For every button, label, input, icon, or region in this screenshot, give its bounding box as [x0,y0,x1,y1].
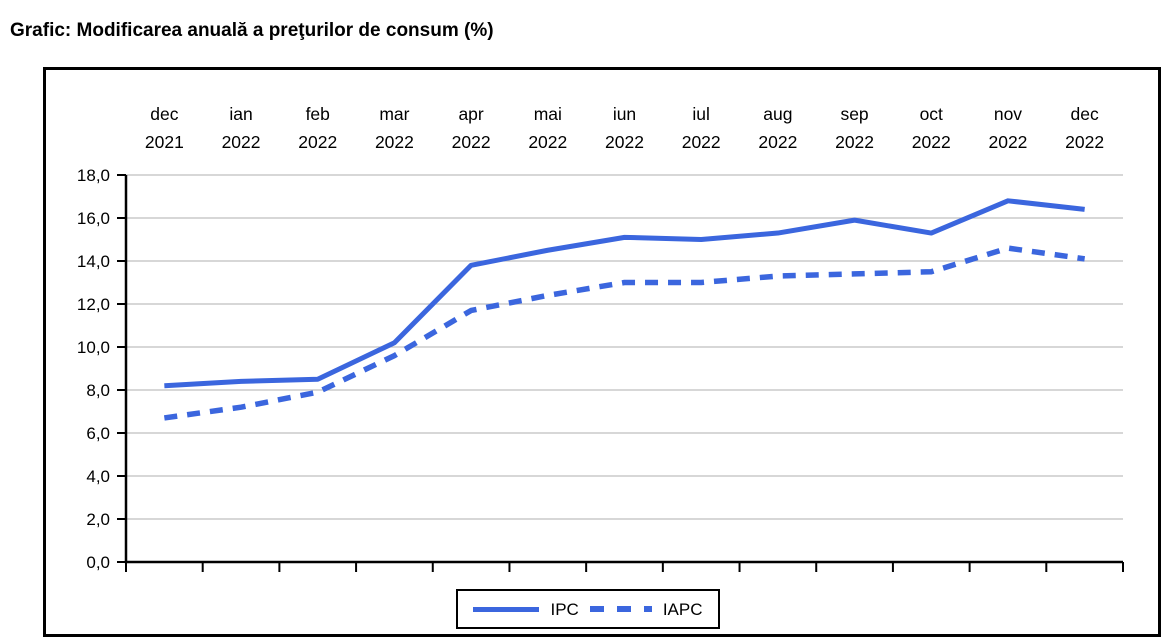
y-axis-label: 8,0 [86,381,110,400]
chart-legend: IPC IAPC [456,589,720,629]
legend-iapc-dash [616,606,631,612]
x-axis-label-month: ian [229,104,252,124]
chart-svg: 0,0 2,0 4,0 6,0 8,0 10,0 12,0 14,0 16,0 18,0 dec 20… [77,104,1124,572]
series-line-ipc [164,198,1085,389]
legend-iapc-label: IAPC [662,599,703,619]
x-axis-label-year: 2022 [298,132,337,152]
x-axis-label-month: iun [613,104,636,124]
chart-frame: 0,0 2,0 4,0 6,0 8,0 10,0 12,0 14,0 16,0 18,0 dec 20… [43,67,1161,637]
x-axis-label-year: 2022 [605,132,644,152]
chart-title: Grafic: Modificarea anuală a preţurilor … [10,20,494,41]
x-axis-label-month: apr [458,104,483,124]
y-axis-label: 6,0 [86,424,110,443]
x-axis-label-month: feb [306,104,330,124]
x-axis-label-month: mai [534,104,562,124]
x-axis-label-year: 2022 [375,132,414,152]
x-axis-label-month: mar [379,104,409,124]
x-axis-label-month: iul [692,104,710,124]
x-axis-label-year: 2021 [145,132,184,152]
y-axis-label: 2,0 [86,510,110,529]
x-axis-label-year: 2022 [528,132,567,152]
x-axis-label-year: 2022 [835,132,874,152]
x-axis-label-year: 2022 [912,132,951,152]
y-axis-label: 4,0 [86,467,110,486]
y-axis-label: 18,0 [77,166,110,185]
x-axis-label-year: 2022 [758,132,797,152]
legend-iapc-dash [589,606,604,612]
x-axis-label-month: dec [1071,104,1099,124]
x-axis-label-year: 2022 [682,132,721,152]
legend-ipc-label: IPC [550,599,579,619]
x-axis-label-month: sep [840,104,868,124]
x-axis-label-year: 2022 [988,132,1027,152]
y-axis-label: 0,0 [86,553,110,572]
legend-ipc-line-sample [473,606,540,612]
legend-iapc-dash [643,606,652,612]
x-axis-label-year: 2022 [1065,132,1104,152]
y-axis-label: 14,0 [77,252,110,271]
y-axis-label: 16,0 [77,209,110,228]
x-axis-label-month: aug [763,104,792,124]
x-axis-label-month: oct [920,104,943,124]
x-axis-label-year: 2022 [452,132,491,152]
y-axis-label: 10,0 [77,338,110,357]
series-line-iapc [163,245,1086,421]
x-axis-label-month: dec [150,104,178,124]
x-axis-label-month: nov [994,104,1022,124]
y-axis-label: 12,0 [77,295,110,314]
x-axis-label-year: 2022 [222,132,261,152]
legend-iapc-line-sample [589,606,652,612]
